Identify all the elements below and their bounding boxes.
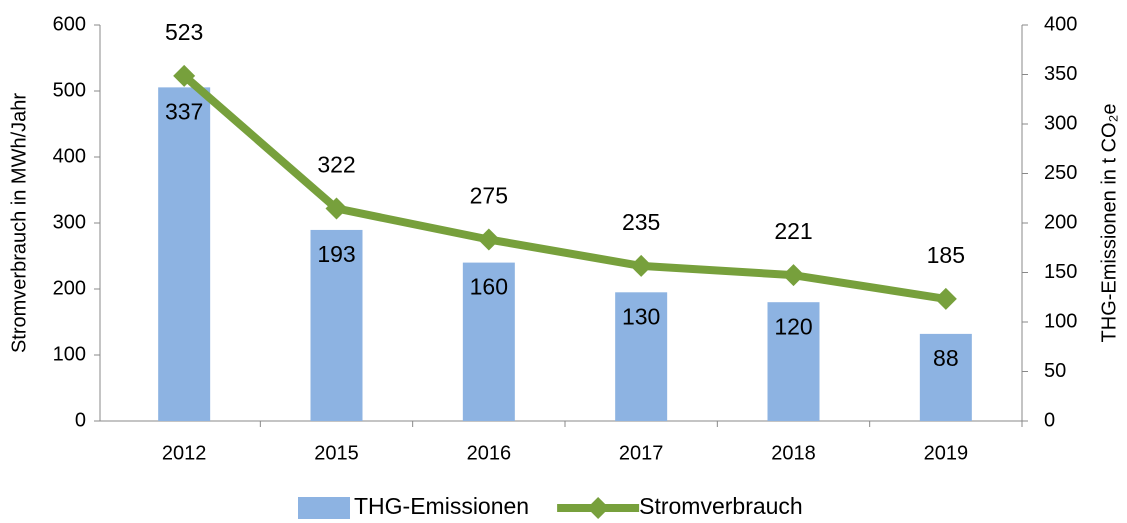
line-value-label: 235 [622,209,660,235]
y-tick-label: 600 [53,13,86,35]
legend-label: Stromverbrauch [639,493,803,519]
marker [173,64,196,87]
bar [310,229,363,421]
x-tick-label: 2016 [467,442,512,464]
y2-tick-label: 300 [1044,112,1077,134]
y2-tick-label: 200 [1044,211,1077,233]
bar-value-label: 120 [774,313,812,339]
y2-tick-label: 150 [1044,261,1077,283]
y2-axis-title: THG-Emissionen in t CO₂e [1098,104,1120,343]
marker [325,197,348,220]
bar-value-label: 160 [470,274,508,300]
line-value-label: 185 [927,242,965,268]
bar-value-label: 193 [317,241,355,267]
bar [615,292,668,421]
x-tick-label: 2019 [924,442,969,464]
bar [462,262,515,421]
legend-swatch [298,497,350,519]
y-tick-label: 500 [53,79,86,101]
x-tick-label: 2015 [314,442,359,464]
y-tick-label: 400 [53,145,86,167]
marker [934,287,957,310]
x-tick-label: 2012 [162,442,207,464]
y2-tick-label: 50 [1044,360,1066,382]
bar [767,302,820,421]
line-value-label: 275 [470,183,508,209]
legend-marker [587,497,610,519]
marker [477,228,500,251]
marker [782,264,805,287]
bar-value-label: 88 [933,345,959,371]
bar [919,333,972,421]
line-value-label: 322 [317,152,355,178]
y-tick-label: 300 [53,211,86,233]
y2-tick-label: 0 [1044,409,1055,431]
x-tick-label: 2017 [619,442,664,464]
y2-tick-label: 250 [1044,162,1077,184]
y-tick-label: 200 [53,277,86,299]
line-value-label: 221 [774,218,812,244]
bar-value-label: 337 [165,98,203,124]
x-tick-label: 2018 [771,442,816,464]
bar-value-label: 130 [622,303,660,329]
y2-tick-label: 100 [1044,310,1077,332]
y-tick-label: 0 [75,409,86,431]
line [181,72,947,303]
marker [630,254,653,277]
y2-tick-label: 350 [1044,63,1077,85]
y-tick-label: 100 [53,343,86,365]
y-axis-title: Stromverbrauch in MWh/Jahr [8,93,30,353]
legend-label: THG-Emissionen [354,493,529,519]
line-value-label: 523 [165,19,203,45]
bar [158,87,211,422]
y2-tick-label: 400 [1044,13,1077,35]
